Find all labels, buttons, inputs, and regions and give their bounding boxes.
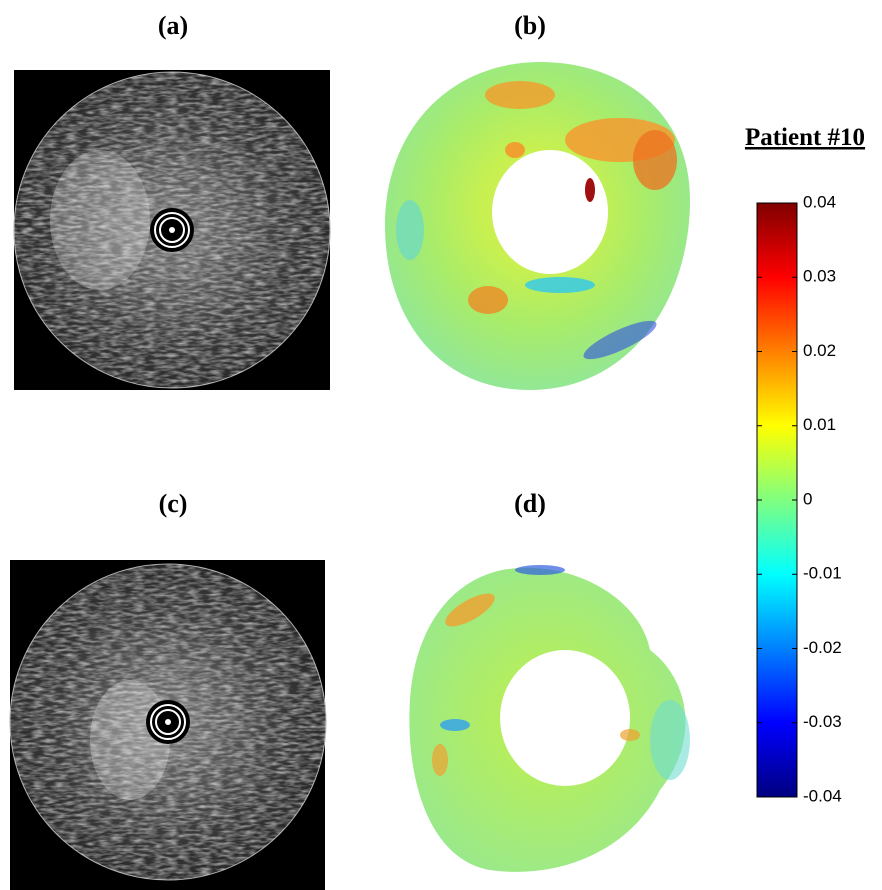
figure: (a) (b) (c) (d) [0,0,882,890]
colorbar [757,203,797,797]
panel-label: (c) [159,489,188,518]
tick-label: 0.01 [803,415,836,434]
tick-label: -0.04 [803,786,842,805]
tick-label: 0 [803,489,812,508]
panel-label: (a) [158,11,188,40]
strain-map [409,565,690,872]
tick-label: -0.01 [803,564,842,583]
panel-label: (d) [514,489,546,518]
ultrasound-image [14,70,330,390]
colorbar-title: Patient #10 [745,124,865,151]
strain-map [385,62,690,390]
tick-label: -0.02 [803,638,842,657]
panel-label: (b) [514,11,546,40]
tick-label: 0.02 [803,341,836,360]
tick-label: 0.03 [803,267,836,286]
ultrasound-image [10,560,326,890]
tick-label: -0.03 [803,712,842,731]
tick-label: 0.04 [803,192,836,211]
